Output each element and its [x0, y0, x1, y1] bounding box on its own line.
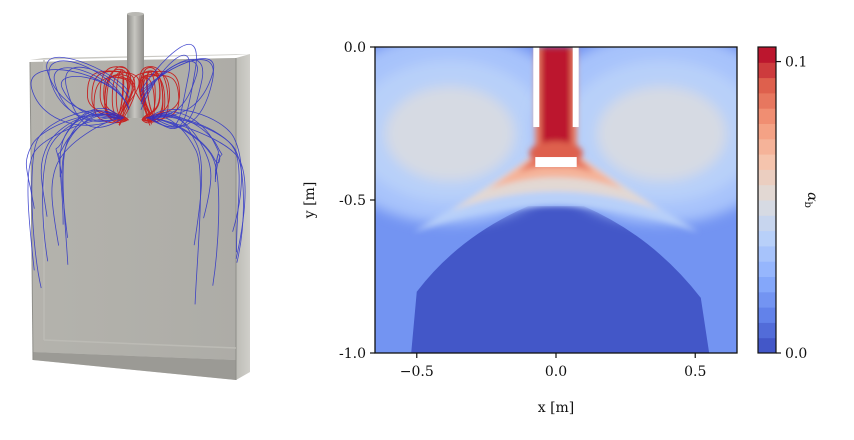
liquid-streamlines-blue	[25, 43, 246, 305]
colorbar-band	[758, 200, 776, 216]
streamline	[30, 69, 130, 126]
x-tick-label: 0.5	[684, 364, 706, 380]
contour-level	[488, 151, 624, 190]
colorbar-band	[758, 138, 776, 155]
streamline	[61, 112, 125, 238]
streamline	[57, 113, 123, 178]
streamline	[148, 116, 201, 305]
contour-low-region	[411, 206, 710, 353]
colorbar-band	[758, 337, 776, 353]
tank-front-face	[30, 58, 236, 380]
contour-level	[596, 86, 727, 182]
colorbar-band	[758, 230, 776, 247]
colorbar-band	[758, 245, 776, 262]
streamline	[140, 58, 215, 119]
plot-area	[375, 47, 737, 353]
streamline	[150, 117, 246, 260]
contour-level	[385, 86, 516, 182]
colorbar-band	[758, 169, 776, 186]
colorbar-band	[758, 108, 776, 124]
y-tick-label: -0.5	[339, 193, 366, 209]
colorbar-frame	[757, 46, 777, 354]
streamline	[46, 56, 130, 119]
streamline	[146, 117, 220, 286]
nozzle-wall-right	[572, 47, 579, 128]
colorbar-band	[758, 291, 776, 308]
streamline	[153, 112, 203, 246]
tank-edge	[43, 339, 237, 349]
x-axis-ticks: −0.5 0.0 0.5	[400, 353, 706, 380]
y-tick-label: 0.0	[344, 40, 366, 56]
colorbar-band	[758, 62, 776, 79]
colorbar-band	[758, 322, 776, 339]
x-tick-label: −0.5	[400, 364, 434, 380]
colorbar-band	[758, 184, 776, 201]
y-axis-ticks: 0.0 -0.5 -1.0	[339, 40, 375, 362]
colorbar-tick-label: 0.0	[785, 346, 807, 362]
streamline	[27, 117, 122, 271]
colorbar-band	[758, 261, 776, 277]
colorbar-band	[758, 77, 776, 94]
colorbar-band	[758, 47, 776, 63]
streamline	[138, 74, 166, 123]
colorbar: 0.0 0.1 αb	[757, 46, 820, 362]
colorbar-bands	[758, 47, 776, 353]
streamline	[60, 76, 130, 119]
streamline	[53, 67, 130, 122]
streamline	[25, 113, 120, 209]
streamline	[65, 66, 130, 128]
nozzle-wall-left	[533, 47, 540, 128]
streamline	[40, 113, 116, 217]
colorbar-band	[758, 123, 776, 140]
y-tick-label: -1.0	[339, 346, 366, 362]
colorbar-band	[758, 154, 776, 170]
streamline	[51, 117, 121, 246]
x-axis-label: x [m]	[538, 400, 575, 416]
streamline	[149, 109, 242, 232]
colorbar-band	[758, 276, 776, 293]
tank-floor	[33, 352, 236, 380]
colorbar-band	[758, 307, 776, 323]
contour-plot: −0.5 0.0 0.5 0.0 -0.5 -1.0 x [m] y [m]	[302, 40, 738, 416]
colorbar-label-sub: b	[802, 202, 813, 208]
contour-level	[541, 47, 571, 146]
streamline	[31, 110, 120, 289]
streamline	[152, 111, 219, 183]
colorbar-label: αb	[802, 192, 820, 208]
streamline	[149, 117, 221, 172]
streamline	[59, 107, 122, 225]
inlet-pipe-top	[127, 12, 144, 16]
streamline	[140, 43, 197, 129]
contour-level	[451, 151, 661, 212]
colorbar-tick-label: 0.1	[785, 55, 807, 71]
field-contours	[375, 47, 737, 353]
contour-level	[413, 151, 699, 233]
render-3d	[25, 12, 250, 380]
colorbar-label-main: α	[804, 192, 820, 202]
colorbar-band	[758, 92, 776, 109]
colorbar-ticks: 0.0 0.1	[776, 55, 807, 362]
impingement-plate	[535, 157, 577, 168]
x-tick-label: 0.0	[545, 364, 567, 380]
colorbar-band	[758, 215, 776, 232]
y-axis-label: y [m]	[302, 182, 318, 220]
tank-edge	[29, 61, 34, 361]
